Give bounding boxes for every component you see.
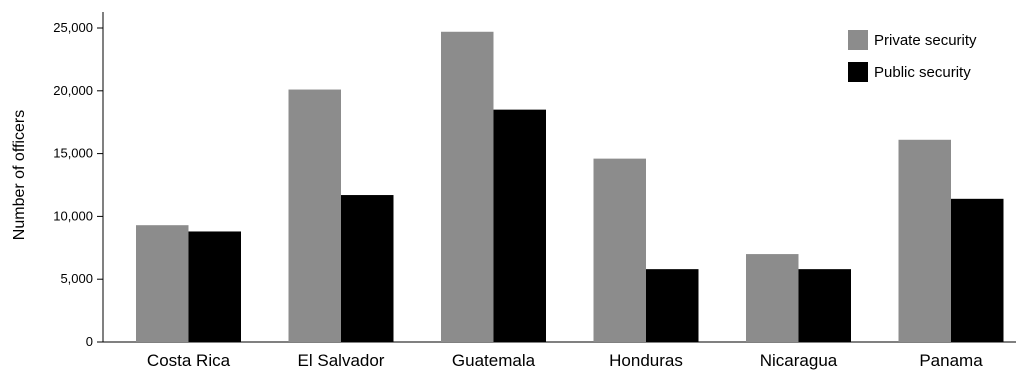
bar-private-panama: [898, 139, 951, 342]
bar-private-costa-rica: [136, 225, 189, 342]
y-tick-label: 0: [86, 334, 93, 349]
x-tick-label: Nicaragua: [760, 351, 838, 370]
bar-public-guatemala: [493, 109, 546, 342]
legend-label: Public security: [874, 64, 971, 81]
legend-swatch: [848, 62, 868, 82]
legend-swatch: [848, 30, 868, 50]
bar-public-nicaragua: [798, 269, 851, 342]
x-tick-label: Honduras: [609, 351, 683, 370]
x-axis: Costa Rica El Salvador Guatemala Honduras Ni…: [103, 341, 1016, 370]
y-tick-label: 25,000: [53, 20, 93, 35]
bar-private-nicaragua: [746, 254, 799, 342]
bars: [136, 31, 1004, 342]
x-tick-label: Panama: [919, 351, 983, 370]
y-tick-label: 5,000: [60, 271, 93, 286]
x-tick-label: Guatemala: [452, 351, 536, 370]
x-tick-label: El Salvador: [298, 351, 385, 370]
bar-private-honduras: [593, 158, 646, 342]
bar-public-costa-rica: [188, 231, 241, 342]
y-axis: 0 5,000 10,000 15,000 20,000 25,000: [53, 12, 104, 349]
bar-private-guatemala: [441, 31, 494, 342]
bar-public-honduras: [646, 269, 699, 342]
y-tick-label: 10,000: [53, 208, 93, 223]
bar-public-panama: [951, 198, 1004, 342]
legend: Private security Public security: [848, 30, 977, 82]
bar-private-el-salvador: [288, 89, 341, 342]
bar-public-el-salvador: [341, 195, 394, 342]
legend-label: Private security: [874, 32, 977, 49]
y-tick-label: 20,000: [53, 83, 93, 98]
y-tick-label: 15,000: [53, 146, 93, 161]
y-axis-title: Number of officers: [11, 110, 28, 240]
x-tick-label: Costa Rica: [147, 351, 231, 370]
